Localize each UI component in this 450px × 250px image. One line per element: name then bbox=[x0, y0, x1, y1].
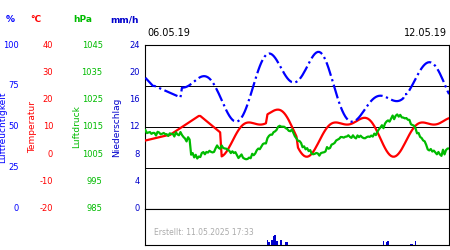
Text: Luftdruck: Luftdruck bbox=[72, 106, 81, 148]
Text: 995: 995 bbox=[87, 177, 103, 186]
Text: 1045: 1045 bbox=[81, 40, 103, 50]
Text: 50: 50 bbox=[9, 122, 19, 132]
Text: -20: -20 bbox=[40, 204, 53, 213]
Text: Temperatur: Temperatur bbox=[28, 101, 37, 153]
Text: %: % bbox=[5, 16, 14, 24]
Text: -10: -10 bbox=[40, 177, 53, 186]
Bar bbox=[286, 242, 288, 245]
Text: 985: 985 bbox=[87, 204, 103, 213]
Text: Niederschlag: Niederschlag bbox=[112, 97, 122, 156]
Bar bbox=[271, 240, 273, 245]
Text: 4: 4 bbox=[134, 177, 140, 186]
Text: 100: 100 bbox=[3, 40, 19, 50]
Text: 25: 25 bbox=[9, 163, 19, 172]
Text: 24: 24 bbox=[129, 40, 140, 50]
Bar bbox=[285, 242, 287, 245]
Text: 0: 0 bbox=[134, 204, 140, 213]
Text: 20: 20 bbox=[43, 95, 53, 104]
Bar bbox=[414, 242, 416, 245]
Bar bbox=[280, 240, 282, 245]
Text: mm/h: mm/h bbox=[110, 16, 138, 24]
Text: 16: 16 bbox=[129, 95, 140, 104]
Text: 1035: 1035 bbox=[81, 68, 103, 77]
Text: Erstellt: 11.05.2025 17:33: Erstellt: 11.05.2025 17:33 bbox=[154, 228, 254, 237]
Text: 8: 8 bbox=[134, 150, 140, 159]
Text: 0: 0 bbox=[48, 150, 53, 159]
Bar bbox=[266, 240, 268, 245]
Bar bbox=[274, 236, 276, 245]
Bar bbox=[410, 244, 412, 245]
Bar bbox=[412, 244, 414, 245]
Text: 20: 20 bbox=[129, 68, 140, 77]
Bar bbox=[382, 241, 384, 245]
Bar bbox=[387, 241, 389, 245]
Text: 30: 30 bbox=[42, 68, 53, 77]
Bar bbox=[386, 242, 387, 245]
Text: °C: °C bbox=[31, 16, 42, 24]
Text: 10: 10 bbox=[43, 122, 53, 132]
Bar bbox=[273, 236, 274, 245]
Text: 1015: 1015 bbox=[81, 122, 103, 132]
Bar bbox=[268, 242, 270, 245]
Text: hPa: hPa bbox=[73, 16, 92, 24]
Text: Luftfeuchtigkeit: Luftfeuchtigkeit bbox=[0, 91, 7, 162]
Text: 40: 40 bbox=[43, 40, 53, 50]
Text: 1025: 1025 bbox=[81, 95, 103, 104]
Text: 06.05.19: 06.05.19 bbox=[148, 28, 190, 38]
Text: 1005: 1005 bbox=[81, 150, 103, 159]
Bar bbox=[276, 240, 278, 245]
Text: 12.05.19: 12.05.19 bbox=[404, 28, 447, 38]
Text: 0: 0 bbox=[14, 204, 19, 213]
Text: 12: 12 bbox=[129, 122, 140, 132]
Text: 75: 75 bbox=[8, 82, 19, 90]
